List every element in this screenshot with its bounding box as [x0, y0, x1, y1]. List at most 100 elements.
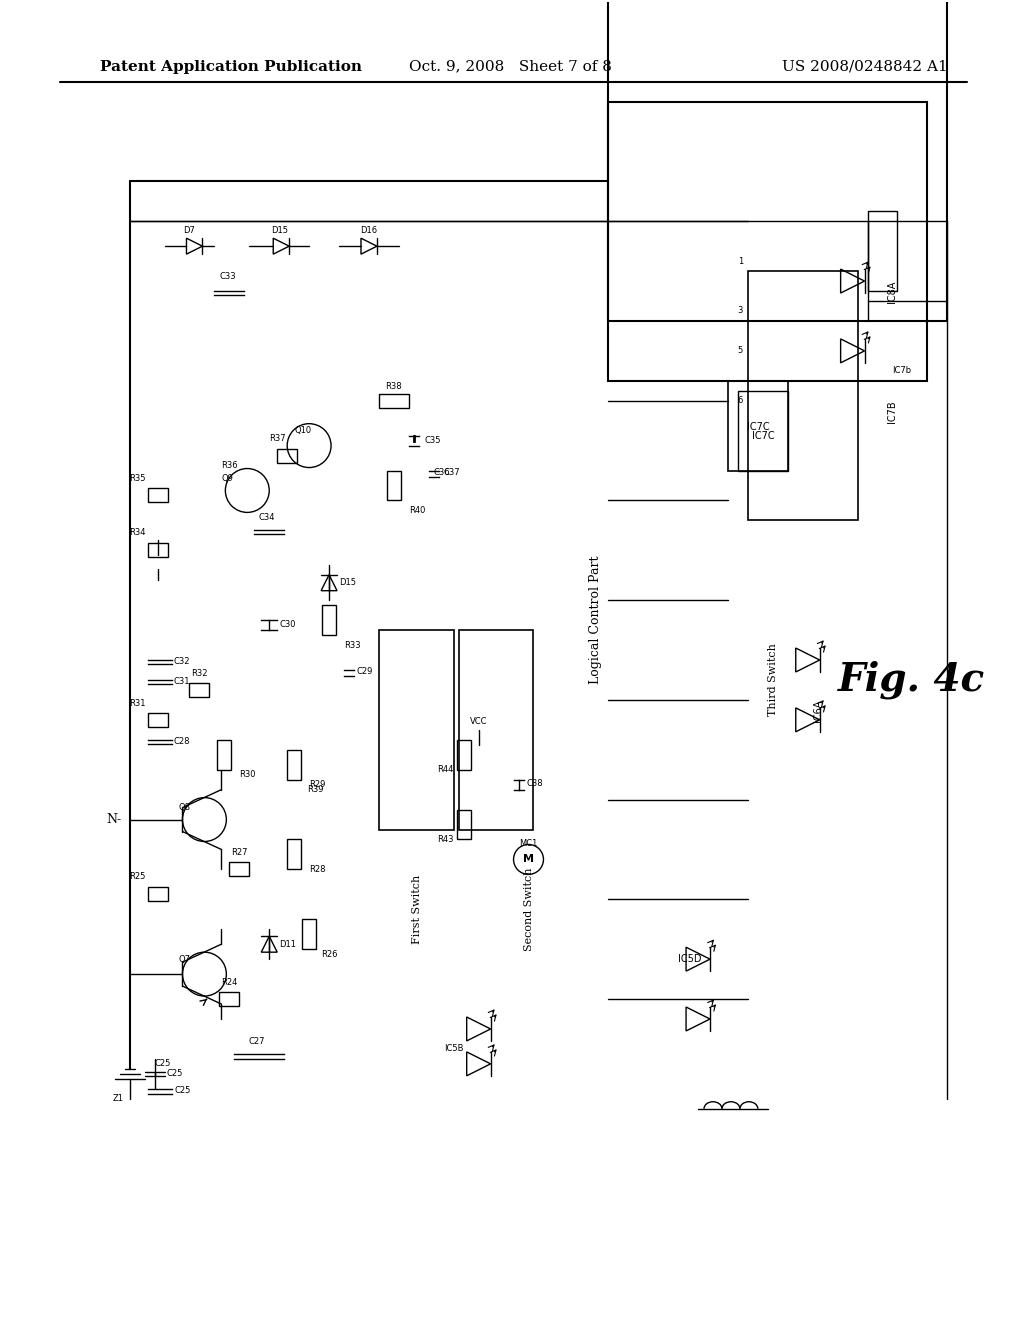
Bar [147, 488, 168, 503]
Text: IC7C: IC7C [752, 430, 774, 441]
Text: C31: C31 [173, 677, 190, 686]
Text: C30: C30 [280, 619, 296, 628]
Text: R30: R30 [240, 770, 256, 779]
Text: R43: R43 [437, 836, 454, 843]
Text: C38: C38 [526, 779, 543, 788]
Text: R24: R24 [221, 978, 238, 987]
Text: C25: C25 [155, 1060, 171, 1068]
Polygon shape [796, 708, 819, 731]
Bar [323, 605, 336, 635]
Text: C37: C37 [443, 469, 461, 477]
Bar [738, 391, 787, 470]
Text: Third Switch: Third Switch [768, 644, 778, 717]
Polygon shape [273, 238, 289, 255]
Text: D15: D15 [339, 578, 356, 587]
Text: 1: 1 [737, 256, 742, 265]
Text: R26: R26 [322, 949, 338, 958]
Text: VCC: VCC [470, 717, 487, 726]
Text: IC7C: IC7C [746, 421, 769, 432]
Polygon shape [186, 238, 203, 255]
Bar [457, 739, 471, 770]
Text: N-: N- [106, 813, 122, 826]
Text: R33: R33 [344, 640, 360, 649]
Text: IC5D: IC5D [678, 954, 701, 964]
Polygon shape [686, 1007, 710, 1031]
Text: IC6A: IC6A [813, 700, 822, 722]
Circle shape [287, 424, 331, 467]
Text: 5: 5 [737, 346, 742, 355]
Text: R39: R39 [307, 785, 324, 795]
Bar [728, 380, 787, 470]
Text: IC8A: IC8A [888, 281, 897, 304]
Text: R29: R29 [309, 780, 326, 789]
Text: D16: D16 [360, 226, 378, 235]
Text: D7: D7 [183, 226, 196, 235]
Text: M: M [523, 854, 534, 865]
Text: 6: 6 [737, 396, 742, 405]
Text: R40: R40 [409, 506, 425, 515]
Text: D11: D11 [280, 940, 296, 949]
Bar [147, 887, 168, 902]
Bar [748, 271, 857, 520]
Circle shape [182, 952, 226, 997]
Circle shape [225, 469, 269, 512]
Circle shape [514, 845, 544, 874]
Text: R34: R34 [129, 528, 145, 537]
Bar [379, 630, 454, 829]
Polygon shape [322, 574, 337, 590]
Bar [287, 750, 301, 780]
Bar [229, 862, 249, 876]
Text: Patent Application Publication: Patent Application Publication [99, 59, 361, 74]
Text: Second Switch: Second Switch [523, 867, 534, 950]
Bar [867, 211, 897, 290]
Text: 3: 3 [737, 306, 742, 315]
Polygon shape [361, 238, 377, 255]
Text: IC7b: IC7b [893, 367, 911, 375]
Bar [608, 102, 928, 380]
Text: IC7B: IC7B [888, 400, 897, 422]
Text: R35: R35 [129, 474, 145, 483]
Text: Logical Control Part: Logical Control Part [589, 556, 602, 684]
Text: MC1: MC1 [519, 840, 538, 849]
Polygon shape [686, 948, 710, 972]
Bar [147, 713, 168, 727]
Polygon shape [841, 269, 864, 293]
Text: C29: C29 [357, 668, 374, 676]
Text: IC5B: IC5B [444, 1044, 464, 1053]
Bar [608, 0, 947, 321]
Text: Q8: Q8 [178, 803, 190, 812]
Polygon shape [796, 648, 819, 672]
Polygon shape [261, 936, 278, 952]
Circle shape [182, 797, 226, 841]
Bar [287, 840, 301, 870]
Text: R31: R31 [129, 698, 145, 708]
Text: R44: R44 [437, 766, 454, 775]
Text: R32: R32 [191, 669, 208, 678]
Text: R37: R37 [269, 433, 286, 442]
Text: First Switch: First Switch [412, 875, 422, 944]
Text: Oct. 9, 2008   Sheet 7 of 8: Oct. 9, 2008 Sheet 7 of 8 [410, 59, 612, 74]
Text: Q10: Q10 [294, 426, 311, 436]
Text: Z1: Z1 [113, 1094, 123, 1104]
Bar [217, 739, 231, 770]
Text: Q9: Q9 [221, 474, 233, 483]
Text: R36: R36 [221, 461, 238, 470]
Bar [387, 470, 400, 500]
Text: C36: C36 [434, 469, 451, 477]
Text: C33: C33 [219, 272, 236, 281]
Text: C32: C32 [173, 657, 190, 667]
Polygon shape [841, 339, 864, 363]
Text: D15: D15 [270, 226, 288, 235]
Text: Fig. 4c: Fig. 4c [838, 661, 985, 700]
Text: C27: C27 [248, 1038, 264, 1045]
Text: C34: C34 [259, 513, 275, 523]
Text: C25: C25 [167, 1069, 183, 1078]
Bar [457, 809, 471, 840]
Bar [379, 393, 409, 408]
Bar [302, 919, 316, 949]
Text: R38: R38 [386, 381, 402, 391]
Bar [278, 449, 297, 462]
Text: R27: R27 [231, 849, 248, 858]
Bar [219, 993, 240, 1006]
Polygon shape [467, 1052, 490, 1076]
